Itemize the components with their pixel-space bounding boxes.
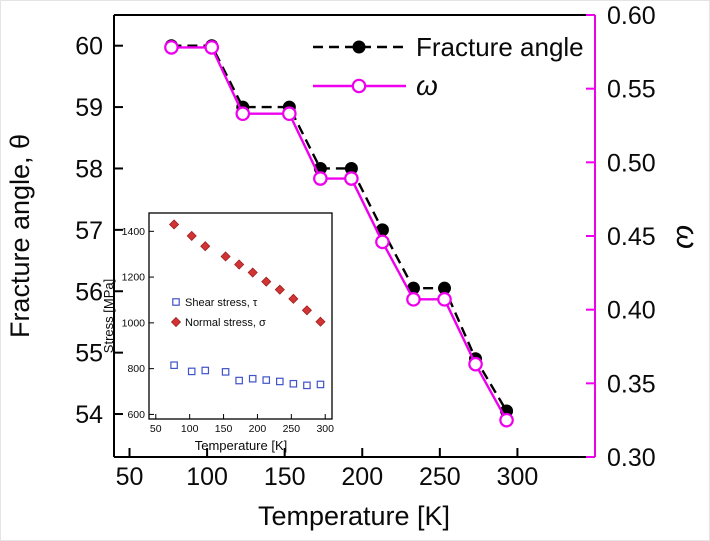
x-tick-label: 100 [186, 463, 228, 491]
y-right-axis-title: ω [670, 225, 705, 249]
series-omega-marker [282, 106, 297, 122]
inset-y-tick-label: 1200 [122, 272, 146, 284]
inset-x-tick-label: 50 [150, 423, 162, 435]
inset-normal-marker [315, 316, 326, 327]
y-left-tick-label: 56 [75, 278, 103, 306]
inset-normal-marker [288, 293, 299, 304]
inset-x-tick-label: 150 [215, 423, 233, 435]
y-right-tick-label: 0.40 [607, 297, 656, 325]
inset-shear-marker [235, 376, 243, 385]
y-right-tick-label: 0.45 [607, 223, 656, 251]
y-left-tick-label: 58 [75, 155, 103, 183]
inset-x-tick-label: 250 [283, 423, 301, 435]
inset-normal-marker [274, 284, 285, 295]
inset-shear-marker [303, 381, 311, 390]
y-left-tick-label: 54 [75, 401, 103, 429]
y-right-tick-label: 0.30 [607, 444, 656, 472]
series-omega-marker [468, 356, 483, 372]
inset-x-tick-label: 300 [316, 423, 334, 435]
inset-shear-marker [201, 366, 210, 375]
inset-normal-marker [234, 259, 245, 270]
series-omega-marker [375, 234, 390, 250]
x-tick-label: 300 [497, 463, 539, 491]
x-tick-label: 150 [264, 463, 306, 491]
generated-chart-layer: 50 100 150 200 250 300 54 55 56 57 58 59 60 0.30 0.35 0… [75, 2, 655, 491]
inset-normal-marker [200, 241, 211, 252]
inset-legend-label-shear: Shear stress, τ [185, 297, 258, 309]
inset-normal-marker [169, 219, 180, 230]
series-omega-marker [164, 40, 179, 55]
x-tick-label: 200 [341, 463, 383, 491]
inset-y-tick-label: 800 [127, 363, 145, 375]
y-left-axis-title: Fracture angle, θ [5, 134, 35, 338]
series-fracture-angle-marker [344, 161, 358, 175]
inset-normal-marker [220, 251, 231, 262]
y-right-tick-label: 0.50 [607, 149, 656, 177]
legend-marker-fracture-angle [352, 40, 366, 54]
inset-shear-marker [262, 376, 271, 384]
inset-y-tick-label: 1000 [122, 317, 146, 329]
y-left-tick-label: 57 [75, 217, 103, 245]
inset-legend-marker-normal [170, 316, 182, 328]
inset-normal-marker [186, 230, 197, 241]
series-omega-marker [499, 412, 514, 428]
legend-marker-omega [351, 78, 367, 94]
inset-frame [148, 212, 333, 420]
inset-normal-marker [247, 267, 258, 278]
series-fracture-angle-line [171, 44, 508, 412]
series-omega-marker [235, 106, 251, 122]
inset-y-tick-label: 1400 [122, 226, 146, 238]
legend-label-omega: ω [416, 70, 438, 101]
inset-x-tick-label: 200 [249, 423, 267, 435]
series-omega-marker [344, 171, 359, 186]
series-omega-marker [204, 40, 220, 55]
inset-y-axis-title: Stress [MPa] [101, 279, 116, 353]
inset-shear-marker [316, 380, 325, 389]
y-left-tick-label: 60 [75, 33, 103, 61]
inset-y-tick-label: 600 [127, 409, 145, 421]
inset-shear-marker [221, 368, 230, 376]
inset-shear-marker [170, 361, 178, 370]
x-tick-label: 250 [419, 463, 461, 491]
x-axis-title: Temperature [K] [258, 501, 450, 531]
inset-normal-marker [261, 276, 272, 287]
inset-x-tick-label: 100 [181, 423, 199, 435]
inset-normal-marker [301, 305, 312, 316]
inset-shear-marker [276, 377, 284, 386]
inset-shear-marker [289, 379, 298, 388]
y-right-tick-label: 0.35 [607, 370, 656, 398]
series-fracture-angle-marker [437, 281, 451, 295]
inset-x-axis-title: Temperature [K] [195, 438, 288, 453]
legend-label-fracture-angle: Fracture angle [416, 32, 584, 62]
y-right-tick-label: 0.60 [607, 2, 656, 30]
y-right-tick-label: 0.55 [607, 76, 656, 104]
inset-legend-marker-shear [172, 298, 180, 306]
series-omega-marker [406, 292, 421, 307]
inset-legend-label-normal: Normal stress, σ [185, 317, 266, 329]
y-left-tick-label: 59 [75, 94, 103, 122]
y-left-tick-label: 55 [75, 340, 103, 368]
series-omega-marker [313, 171, 328, 186]
series-omega-marker [437, 292, 452, 307]
x-tick-label: 50 [116, 463, 144, 491]
inset-shear-marker [248, 374, 257, 383]
inset-shear-marker [187, 367, 196, 376]
